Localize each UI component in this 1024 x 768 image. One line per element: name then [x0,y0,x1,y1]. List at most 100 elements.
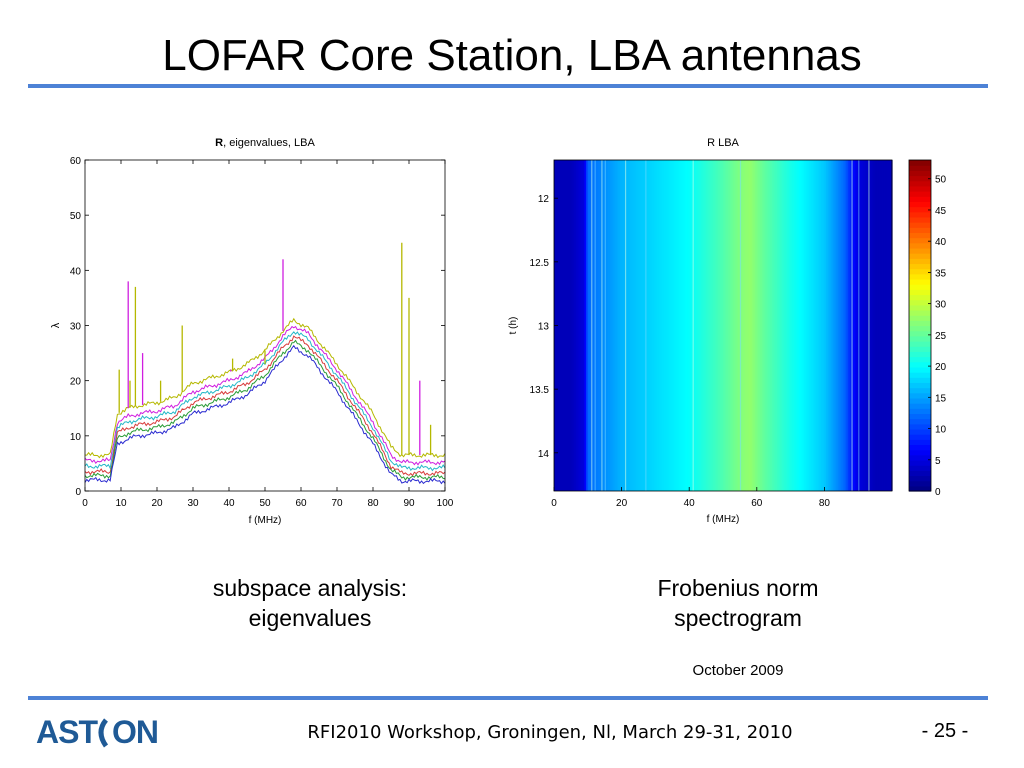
heatmap-cell [723,160,726,491]
heatmap-cell [790,160,793,491]
y-tick-label: 13 [538,322,550,333]
heatmap-cell [679,160,682,491]
colorbar-segment [909,253,931,259]
heatmap-cell [570,160,574,491]
colorbar-segment [909,341,931,347]
heatmap-cell [834,160,837,491]
chart-title: R, eigenvalues, LBA [215,137,315,149]
heatmap-cell [712,160,716,491]
heatmap-cell [821,160,824,491]
eigenvalue-series-2 [84,325,446,466]
heatmap-cell [824,160,827,491]
x-tick-label: 20 [151,498,163,509]
x-axis-label: f (MHz) [249,515,282,526]
y-tick-label: 20 [70,377,82,388]
colorbar-segment [909,175,931,182]
heatmap-cell [822,160,825,491]
heatmap-cell [780,160,783,491]
x-tick-label: 50 [259,498,271,509]
spectrogram-chart: R LBA 0 20 40 60 80 12 12.5 13 13.5 14 f (MHz) t (h)… [508,137,947,525]
heatmap-cell [650,160,653,491]
heatmap-cell [707,160,711,491]
rfi-streak [594,160,596,491]
heatmap-cell [837,160,841,491]
colorbar-segment [909,304,931,311]
heatmap-cell [878,160,881,491]
heatmap-cell [859,160,863,491]
colorbar-tick-label: 30 [935,300,947,311]
chart-title-text: , eigenvalues, LBA [223,137,315,149]
colorbar-segment [909,351,931,358]
heatmap-cell [827,160,831,491]
heatmap-cell [856,160,859,491]
heatmap-cell [731,160,734,491]
heatmap-cell [871,160,875,491]
colorbar-segment [909,180,931,187]
heatmap-cell [839,160,842,491]
colorbar-segment [909,315,931,321]
heatmap-cell [726,160,729,491]
heatmap-cell [641,160,645,491]
heatmap-cell [564,160,567,491]
heatmap-cell [662,160,665,491]
heatmap-cell [717,160,721,491]
y-tick-label: 13.5 [530,385,550,396]
colorbar-segment [909,403,931,409]
heatmap-cell [592,160,596,491]
heatmap-cell [765,160,768,491]
colorbar-segment [909,485,931,492]
heatmap-cell [690,160,694,491]
heatmap-cell [734,160,738,491]
heatmap-cell [628,160,631,491]
heatmap-cell [682,160,685,491]
heatmap-cell [567,160,570,491]
heatmap-cell [863,160,866,491]
colorbar-segment [909,470,931,477]
colorbar-segment [909,439,931,446]
heatmap-cell [716,160,719,491]
x-axis-label: f (MHz) [707,514,740,525]
colorbar-tick-label: 40 [935,237,947,248]
heatmap-cell [807,160,810,491]
heatmap-cell [832,160,836,491]
heatmap-cell [795,160,798,491]
heatmap-cell [623,160,626,491]
heatmap-cell [721,160,724,491]
heatmap-cell [633,160,636,491]
heatmap-cell [853,160,856,491]
colorbar-segment [909,361,931,368]
y-axis-label: t (h) [508,317,519,335]
colorbar-tick-label: 20 [935,362,947,373]
heatmap-cell [854,160,858,491]
colorbar-segment [909,227,931,234]
heatmap-cell [719,160,722,491]
heatmap-cell [804,160,807,491]
rfi-streak [858,160,860,491]
heatmap-cell [640,160,643,491]
heatmap-cell [701,160,704,491]
heatmap-cell [652,160,655,491]
colorbar-segment [909,242,931,249]
heatmap-cell [814,160,817,491]
heatmap-cell [603,160,606,491]
colorbar-tick-label: 35 [935,268,947,279]
heatmap-cell [579,160,582,491]
heatmap-cell [746,160,749,491]
heatmap-cell [657,160,660,491]
y-tick-label: 12.5 [530,258,550,269]
colorbar-tick-label: 15 [935,393,947,404]
heatmap-cell [728,160,731,491]
heatmap-cell [621,160,624,491]
heatmap-cell [596,160,599,491]
heatmap-cell [817,160,820,491]
heatmap-cell [778,160,782,491]
x-tick-label: 40 [223,498,235,509]
heatmap-cell [614,160,618,491]
slide-title: LOFAR Core Station, LBA antennas [162,31,862,80]
heatmap-cell [706,160,709,491]
heatmap-cell [743,160,746,491]
heatmap-cell [756,160,760,491]
heatmap-cell [704,160,707,491]
heatmap-cell [597,160,601,491]
right-caption-line2: spectrogram [674,605,802,631]
